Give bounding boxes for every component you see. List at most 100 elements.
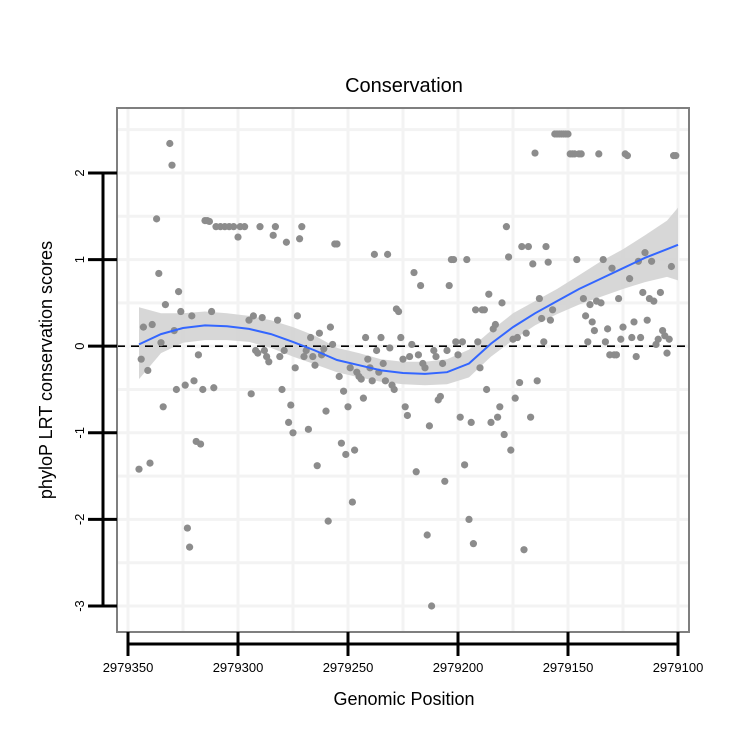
data-point	[146, 459, 154, 467]
data-point	[377, 333, 385, 342]
data-point	[443, 346, 451, 355]
data-point	[166, 139, 174, 148]
data-point	[135, 465, 143, 473]
data-point	[344, 403, 352, 411]
data-point	[199, 385, 207, 394]
data-point	[408, 340, 416, 349]
data-point	[456, 413, 464, 421]
x-tick-label: 2979200	[433, 660, 484, 675]
data-point	[630, 318, 638, 326]
y-axis-title: phyloP LRT conservation scores	[36, 241, 56, 499]
data-point	[271, 223, 279, 231]
data-point	[643, 316, 651, 324]
data-point	[599, 255, 607, 264]
data-point	[373, 346, 381, 355]
data-point	[476, 364, 484, 372]
data-point	[617, 335, 625, 343]
data-point	[549, 306, 557, 314]
data-point	[632, 352, 640, 361]
data-point	[205, 217, 213, 226]
data-point	[597, 299, 605, 307]
x-tick-label: 2979300	[213, 660, 264, 675]
data-point	[379, 359, 387, 368]
data-point	[161, 301, 169, 309]
data-point	[579, 294, 588, 303]
data-point	[425, 422, 433, 430]
data-point	[329, 340, 337, 349]
data-point	[577, 150, 585, 158]
data-point	[208, 307, 216, 316]
data-point	[157, 339, 165, 347]
data-point	[183, 524, 191, 532]
data-point	[445, 281, 453, 290]
data-point	[507, 446, 515, 454]
data-point	[428, 602, 436, 610]
data-point	[542, 242, 550, 251]
data-point	[524, 242, 533, 251]
data-point	[320, 345, 328, 353]
data-point	[450, 255, 458, 264]
data-point	[280, 346, 288, 355]
x-tick-label: 2979100	[653, 660, 704, 675]
data-point	[357, 375, 365, 383]
data-point	[399, 355, 407, 363]
data-point	[430, 346, 438, 355]
data-point	[304, 425, 312, 433]
data-point	[269, 231, 277, 239]
data-point	[210, 384, 218, 392]
data-point	[665, 335, 673, 343]
data-point	[518, 242, 526, 251]
data-point	[505, 253, 513, 261]
data-point	[177, 307, 185, 316]
data-point	[650, 297, 658, 305]
data-point	[148, 320, 156, 329]
data-point	[608, 264, 616, 272]
data-point	[346, 364, 354, 372]
x-tick-label: 2979150	[543, 660, 594, 675]
data-point	[626, 275, 634, 283]
y-tick-label: -3	[72, 600, 87, 612]
data-point	[230, 223, 238, 231]
data-point	[502, 223, 510, 231]
data-point	[289, 429, 297, 437]
data-point	[538, 314, 546, 323]
data-point	[641, 249, 649, 257]
data-point	[359, 394, 367, 402]
x-axis: 2979350 2979300 2979250 2979200 2979150 29791…	[103, 632, 704, 675]
data-point	[172, 385, 180, 394]
data-point	[190, 377, 198, 385]
data-point	[496, 403, 504, 411]
confidence-band-layer	[139, 207, 678, 386]
data-point	[278, 385, 286, 394]
data-point	[540, 338, 548, 346]
data-point	[241, 223, 249, 231]
data-point	[410, 268, 418, 277]
panel-border	[116, 107, 690, 633]
data-point	[588, 318, 596, 326]
data-point	[595, 150, 603, 158]
data-point	[494, 413, 502, 421]
data-point	[194, 351, 202, 359]
data-point	[274, 316, 282, 324]
data-point	[197, 440, 205, 448]
y-tick-label: 0	[72, 343, 87, 350]
data-point	[342, 450, 350, 459]
data-point	[458, 338, 466, 346]
data-point	[155, 269, 163, 278]
data-point	[522, 329, 530, 337]
data-point	[483, 385, 491, 394]
data-point	[637, 333, 645, 342]
data-point	[421, 364, 429, 372]
data-point	[417, 281, 425, 290]
data-point	[628, 333, 636, 342]
data-point	[296, 235, 304, 243]
data-point	[188, 312, 196, 320]
data-point	[403, 411, 411, 420]
data-point	[573, 255, 581, 264]
data-point	[309, 352, 317, 361]
data-point	[465, 515, 473, 524]
data-point	[258, 314, 266, 322]
data-point	[564, 130, 572, 138]
data-point	[544, 258, 552, 266]
